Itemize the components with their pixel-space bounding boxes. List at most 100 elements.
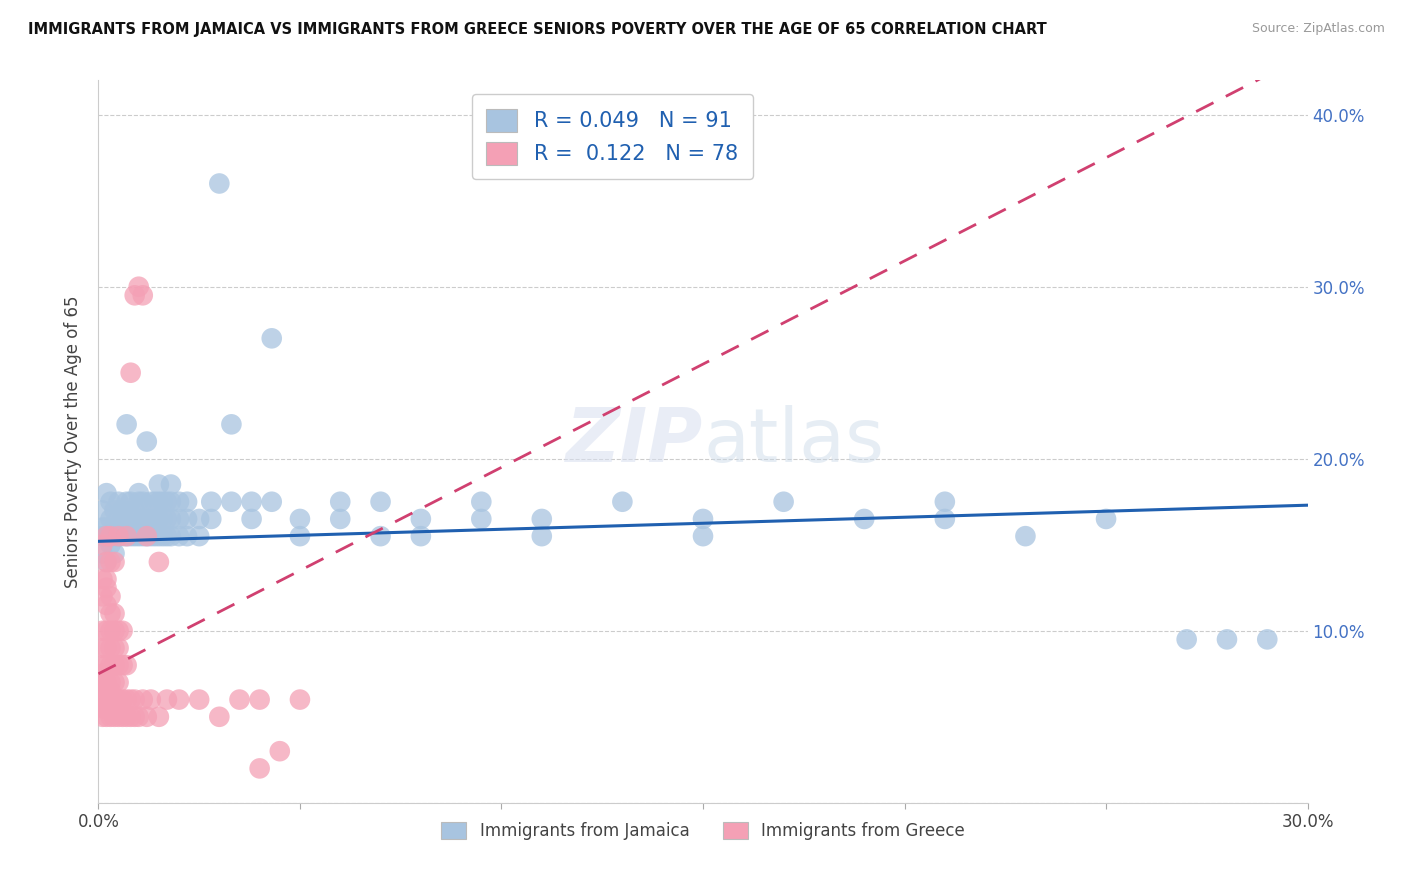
Point [124,288,146,302]
Point [103,529,125,543]
Point [103,607,125,621]
Point [208,710,231,724]
Point [934,494,956,508]
Text: ZIP: ZIP [565,405,703,478]
Point [128,529,150,543]
Point [124,503,146,517]
Point [120,529,142,543]
Point [115,692,138,706]
Point [96,701,118,715]
Point [135,710,157,724]
Point [115,417,138,432]
Point [111,710,134,724]
Point [115,494,138,508]
Point [111,503,134,517]
Point [530,512,553,526]
Point [100,675,122,690]
Point [91,701,114,715]
Point [288,692,311,706]
Text: IMMIGRANTS FROM JAMAICA VS IMMIGRANTS FROM GREECE SENIORS POVERTY OVER THE AGE O: IMMIGRANTS FROM JAMAICA VS IMMIGRANTS FR… [28,22,1047,37]
Point [128,512,150,526]
Point [249,761,271,775]
Point [124,529,146,543]
Point [200,512,222,526]
Point [96,598,118,612]
Point [530,529,553,543]
Point [288,512,311,526]
Point [143,512,166,526]
Point [96,640,118,655]
Point [100,658,122,673]
Point [100,624,122,638]
Point [249,692,271,706]
Text: atlas: atlas [703,405,884,478]
Point [135,434,157,449]
Point [120,366,142,380]
Point [167,512,190,526]
Point [100,607,122,621]
Point [176,494,198,508]
Point [107,494,129,508]
Point [228,692,250,706]
Point [115,658,138,673]
Point [91,675,114,690]
Point [139,529,162,543]
Point [120,692,142,706]
Point [221,417,243,432]
Point [91,546,114,560]
Point [470,494,492,508]
Point [160,512,183,526]
Point [200,494,222,508]
Point [132,529,155,543]
Point [103,546,125,560]
Point [167,529,190,543]
Point [132,692,155,706]
Point [156,529,179,543]
Point [853,512,876,526]
Point [148,512,170,526]
Point [176,512,198,526]
Point [135,512,157,526]
Point [160,494,183,508]
Point [103,710,125,724]
Point [167,494,190,508]
Point [128,710,150,724]
Point [124,520,146,534]
Point [135,529,157,543]
Point [103,520,125,534]
Point [124,692,146,706]
Point [100,692,122,706]
Point [91,658,114,673]
Point [188,512,211,526]
Point [91,640,114,655]
Point [103,555,125,569]
Point [103,624,125,638]
Point [107,512,129,526]
Point [156,494,179,508]
Point [120,494,142,508]
Point [188,692,211,706]
Point [91,624,114,638]
Point [100,529,122,543]
Point [96,710,118,724]
Point [91,666,114,681]
Point [107,529,129,543]
Point [96,529,118,543]
Point [100,640,122,655]
Point [100,538,122,552]
Point [96,675,118,690]
Point [1216,632,1239,647]
Point [139,494,162,508]
Point [240,494,263,508]
Point [91,529,114,543]
Point [409,529,432,543]
Point [91,572,114,586]
Point [370,529,392,543]
Point [260,494,283,508]
Point [409,512,432,526]
Point [612,494,634,508]
Point [152,529,174,543]
Point [167,692,190,706]
Point [96,520,118,534]
Point [91,520,114,534]
